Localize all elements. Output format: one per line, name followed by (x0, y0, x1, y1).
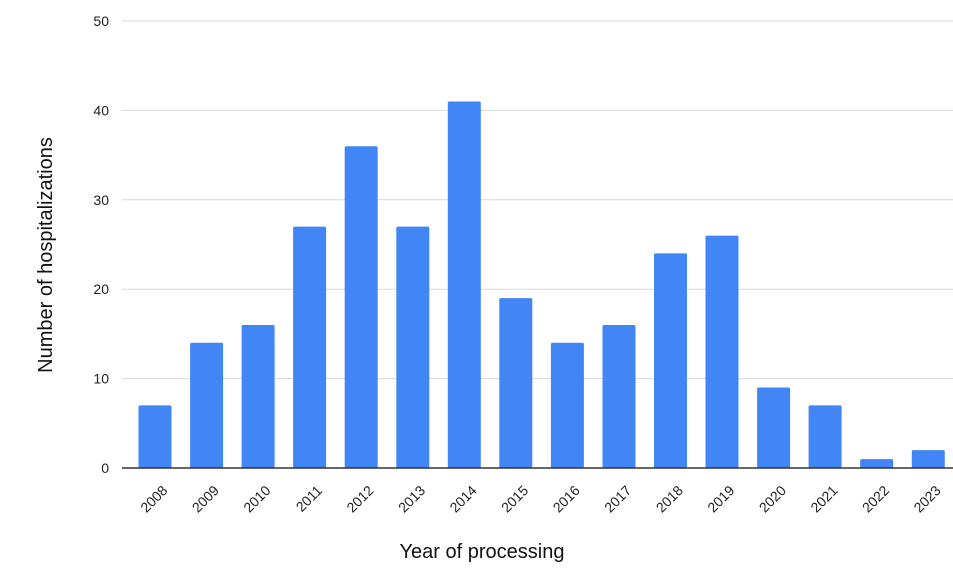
y-tick-label: 50 (93, 13, 109, 29)
bar-2017 (602, 325, 636, 468)
bars (138, 101, 945, 468)
x-tick-label: 2018 (653, 482, 686, 515)
x-tick-label: 2016 (550, 482, 583, 515)
x-axis-ticks: 2008 2009 2010 2011 2012 2013 2014 2015 2016 2017… (137, 482, 944, 515)
y-tick-label: 0 (101, 460, 109, 476)
y-tick-label: 40 (93, 102, 109, 118)
bar-2015 (499, 298, 533, 468)
bar-2021 (808, 405, 842, 468)
x-tick-label: 2020 (756, 482, 789, 515)
x-tick-label: 2011 (293, 482, 326, 515)
bar-2020 (757, 387, 791, 468)
x-tick-label: 2008 (137, 482, 170, 515)
y-axis-label: Number of hospitalizations (35, 137, 57, 373)
bar-2023 (911, 450, 945, 468)
bar-2018 (654, 253, 687, 468)
y-tick-label: 20 (93, 281, 109, 297)
bar-2014 (447, 101, 481, 468)
x-tick-label: 2023 (910, 482, 943, 515)
bar-2008 (138, 405, 172, 468)
x-tick-label: 2017 (601, 482, 634, 515)
bar-2009 (190, 342, 224, 468)
bar-2011 (293, 226, 327, 468)
x-tick-label: 2014 (446, 482, 479, 515)
bar-2013 (396, 226, 430, 468)
x-axis-label: Year of processing (400, 541, 565, 563)
bar-2022 (860, 459, 894, 468)
x-tick-label: 2022 (859, 482, 892, 515)
x-tick-label: 2019 (704, 482, 737, 515)
bar-2010 (241, 325, 275, 468)
bar-2012 (344, 146, 378, 468)
y-axis-ticks: 0 10 20 30 40 50 (93, 13, 109, 476)
x-tick-label: 2009 (189, 482, 222, 515)
bar-2019 (705, 235, 739, 468)
x-tick-label: 2015 (498, 482, 531, 515)
x-tick-label: 2013 (395, 482, 428, 515)
x-tick-label: 2021 (807, 482, 840, 515)
y-tick-label: 10 (93, 371, 109, 387)
x-tick-label: 2010 (240, 482, 273, 515)
y-tick-label: 30 (93, 192, 109, 208)
bar-2016 (550, 342, 584, 468)
gridlines (122, 20, 953, 380)
x-tick-label: 2012 (343, 482, 376, 515)
